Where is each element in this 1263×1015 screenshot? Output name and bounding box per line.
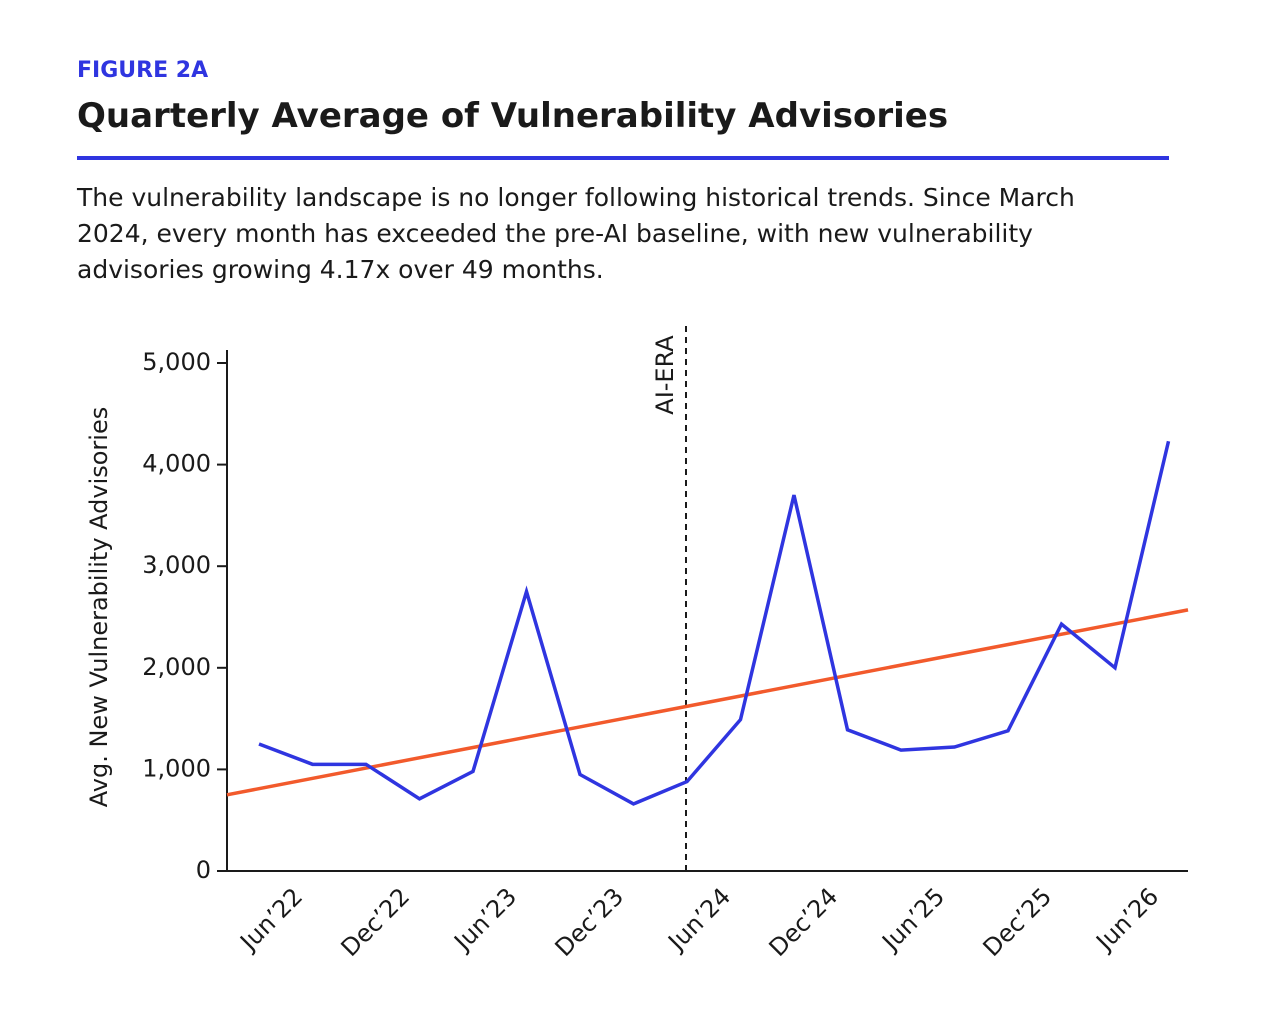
y-axis-label: Avg. New Vulnerability Advisories xyxy=(85,407,113,807)
x-tick-label: Dec’25 xyxy=(978,882,1058,962)
data-line xyxy=(258,440,1171,806)
x-tick-label: Dec’23 xyxy=(550,882,630,962)
x-tick-label: Jun’25 xyxy=(875,882,950,957)
y-tick-label: 4,000 xyxy=(142,450,211,478)
x-tick-label: Jun’22 xyxy=(233,882,308,957)
chart-subtitle: The vulnerability landscape is no longer… xyxy=(77,183,1075,284)
x-tick-label: Jun’24 xyxy=(661,882,736,957)
y-tick-label: 5,000 xyxy=(142,348,211,376)
ai-era-label: AI-ERA xyxy=(651,335,679,415)
y-tick-label: 3,000 xyxy=(142,551,211,579)
trend-line xyxy=(226,608,1189,797)
figure-label: FIGURE 2A xyxy=(77,58,209,83)
x-tick-label: Jun’26 xyxy=(1089,882,1164,957)
x-tick-label: Dec’22 xyxy=(336,882,416,962)
x-tick-label: Jun’23 xyxy=(447,882,522,957)
x-tick-label: Dec’24 xyxy=(764,882,844,962)
y-tick-label: 1,000 xyxy=(142,754,211,782)
title-rule xyxy=(77,156,1169,160)
y-tick-label: 2,000 xyxy=(142,653,211,681)
chart-title: Quarterly Average of Vulnerability Advis… xyxy=(77,96,949,136)
y-tick-label: 0 xyxy=(196,856,211,884)
